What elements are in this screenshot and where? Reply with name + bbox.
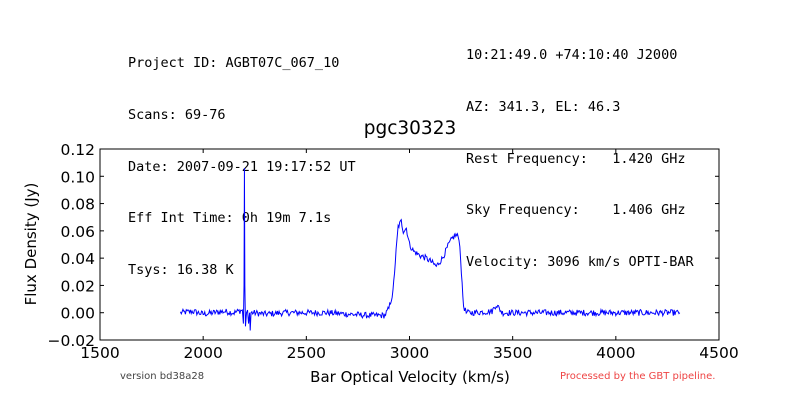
- y-tick-label: 0.02: [60, 277, 95, 295]
- y-tick-label: 0.00: [60, 305, 95, 323]
- chart-title: pgc30323: [364, 118, 457, 139]
- x-axis-label: Bar Optical Velocity (km/s): [310, 368, 510, 386]
- eff-int-time-text: Eff Int Time: 0h 19m 7.1s: [128, 210, 332, 227]
- tsys-text: Tsys: 16.38 K: [128, 261, 234, 278]
- spectrum-series-line: [180, 168, 681, 331]
- header-left-block: Project ID: AGBT07C_067_10 Scans: 69-76 …: [128, 21, 356, 296]
- y-tick-label: 0.04: [60, 250, 95, 268]
- y-axis-ticks: −0.02 0.00 0.02 0.04 0.06 0.08 0.10 0.12: [48, 141, 719, 350]
- version-text: version bd38a28: [120, 371, 205, 382]
- x-tick-label: 1500: [80, 344, 119, 362]
- x-tick-label: 4500: [699, 344, 738, 362]
- x-tick-label: 3500: [493, 344, 532, 362]
- velocity-text: Velocity: 3096 km/s OPTI-BAR: [466, 253, 694, 270]
- x-tick-label: 2500: [287, 344, 326, 362]
- y-tick-label: 0.12: [60, 141, 95, 159]
- scans-text: Scans: 69-76: [128, 107, 226, 123]
- y-axis-label: Flux Density (Jy): [22, 183, 40, 306]
- x-tick-label: 4000: [596, 344, 635, 362]
- x-axis-ticks: 1500 2000 2500 3000 3500 4000 4500: [80, 149, 739, 362]
- y-tick-label: 0.08: [60, 196, 95, 214]
- sky-frequency-text: Sky Frequency: 1.406 GHz: [466, 202, 686, 219]
- y-tick-label: 0.10: [60, 168, 95, 186]
- rest-frequency-text: Rest Frequency: 1.420 GHz: [466, 150, 686, 167]
- x-tick-label: 3000: [390, 344, 429, 362]
- y-tick-label: −0.02: [48, 332, 96, 350]
- pipeline-note: Processed by the GBT pipeline.: [560, 371, 716, 382]
- header-right-block: 10:21:49.0 +74:10:40 J2000 AZ: 341.3, EL…: [466, 13, 694, 288]
- az-el-text: AZ: 341.3, EL: 46.3: [466, 99, 621, 115]
- date-text: Date: 2007-09-21 19:17:52 UT: [128, 158, 356, 175]
- y-tick-label: 0.06: [60, 223, 95, 241]
- project-id-text: Project ID: AGBT07C_067_10: [128, 55, 340, 72]
- plot-frame: [99, 148, 720, 341]
- x-tick-label: 2000: [183, 344, 222, 362]
- coordinates-text: 10:21:49.0 +74:10:40 J2000: [466, 47, 678, 64]
